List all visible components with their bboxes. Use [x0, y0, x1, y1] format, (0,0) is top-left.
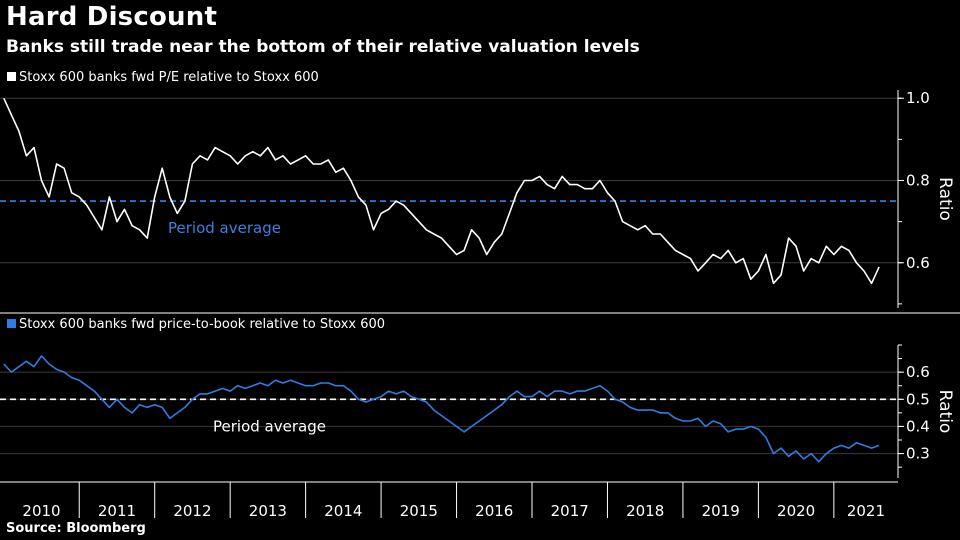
chart-title: Hard Discount	[6, 2, 218, 32]
x-tick-label: 2020	[777, 502, 815, 520]
x-tick-label: 2019	[702, 502, 740, 520]
x-tick-label: 2014	[324, 502, 362, 520]
y-axis-label: Ratio	[935, 177, 955, 221]
average-annotation: Period average	[168, 219, 281, 237]
y-tick-label: 0.6	[906, 363, 930, 381]
x-tick-label: 2010	[22, 502, 60, 520]
y-tick-label: 0.5	[906, 390, 930, 408]
legend-label-1: Stoxx 600 banks fwd P/E relative to Stox…	[19, 70, 319, 85]
y-tick-label: 0.8	[906, 171, 930, 189]
y-tick-label: 0.3	[906, 445, 930, 463]
average-annotation: Period average	[213, 417, 326, 435]
y-tick-label: 0.6	[906, 254, 930, 272]
x-tick-label: 2018	[626, 502, 664, 520]
x-tick-label: 2012	[173, 502, 211, 520]
x-tick-label: 2017	[551, 502, 589, 520]
source-note: Source: Bloomberg	[6, 521, 146, 536]
x-tick-label: 2016	[475, 502, 513, 520]
series-line-1	[3, 97, 880, 285]
legend-label-2: Stoxx 600 banks fwd price-to-book relati…	[19, 317, 385, 332]
x-tick-label: 2015	[400, 502, 438, 520]
chart-subtitle: Banks still trade near the bottom of the…	[6, 37, 640, 57]
legend-swatch-2	[7, 319, 16, 328]
x-tick-label: 2013	[249, 502, 287, 520]
x-tick-label: 2011	[98, 502, 136, 520]
y-tick-label: 1.0	[906, 89, 930, 107]
y-tick-label: 0.4	[906, 417, 930, 435]
x-tick-label: 2021	[847, 502, 885, 520]
y-axis-label: Ratio	[935, 390, 955, 434]
legend-swatch-1	[7, 72, 16, 81]
